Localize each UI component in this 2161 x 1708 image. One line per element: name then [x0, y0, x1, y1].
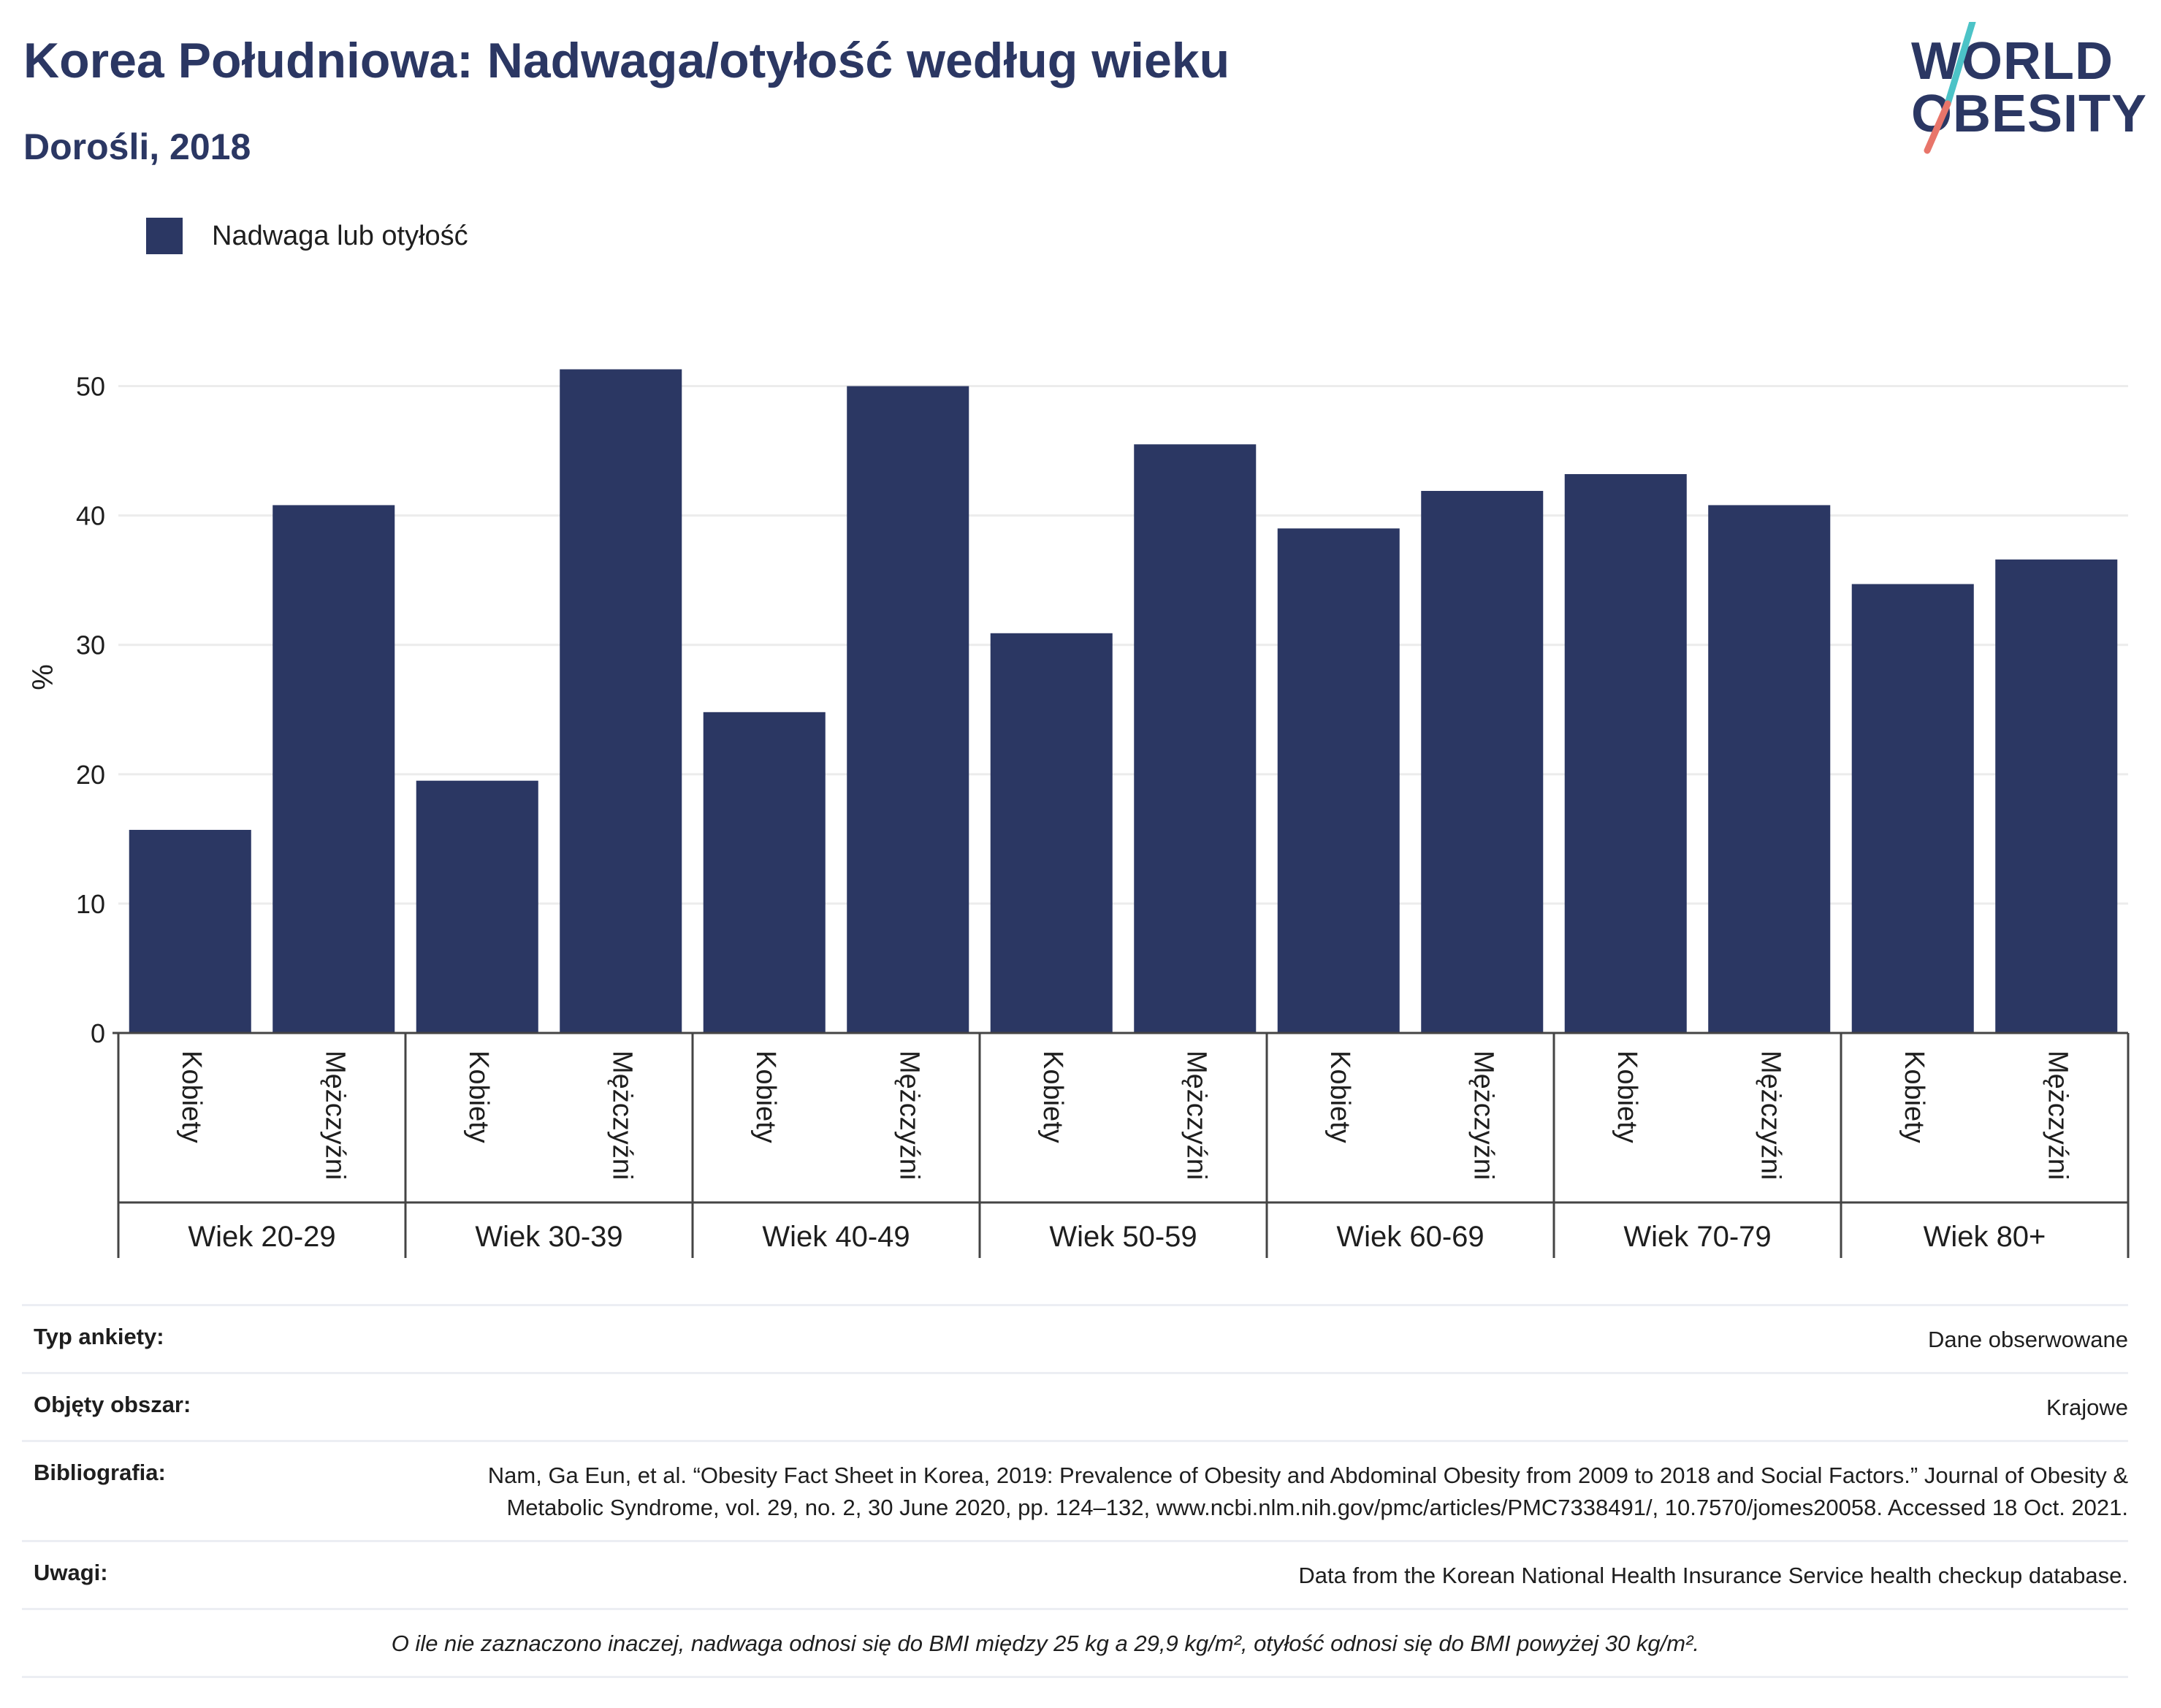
x-group-label: Wiek 60-69: [1336, 1221, 1484, 1253]
bibliography-label: Bibliografia:: [34, 1460, 166, 1485]
info-row-coverage: Objęty obszar: Krajowe: [22, 1374, 2128, 1442]
info-row-survey-type: Typ ankiety: Dane obserwowane: [22, 1306, 2128, 1374]
world-obesity-logo: WORLD OBESITY: [1911, 22, 2146, 154]
bibliography-value: Nam, Ga Eun, et al. “Obesity Fact Sheet …: [487, 1463, 2128, 1520]
bar: [847, 386, 969, 1033]
x-group-label: Wiek 70-79: [1623, 1221, 1771, 1253]
coverage-value: Krajowe: [2046, 1395, 2128, 1420]
bar: [272, 505, 395, 1033]
notes-label: Uwagi:: [34, 1560, 108, 1585]
x-subcategory-label: Kobiety: [1612, 1051, 1642, 1143]
info-row-notes: Uwagi: Data from the Korean National Hea…: [22, 1542, 2128, 1610]
bar: [1851, 584, 1974, 1033]
definition-note: O ile nie zaznaczono inaczej, nadwaga od…: [391, 1631, 1699, 1656]
x-subcategory-label: Kobiety: [176, 1051, 207, 1143]
y-tick-label: 0: [91, 1018, 105, 1048]
chart-legend: Nadwaga lub otyłość: [146, 218, 468, 254]
y-tick-label: 10: [76, 889, 105, 919]
survey-type-label: Typ ankiety:: [34, 1324, 164, 1349]
info-row-definition: O ile nie zaznaczono inaczej, nadwaga od…: [22, 1610, 2128, 1678]
x-group-label: Wiek 20-29: [188, 1221, 335, 1253]
y-tick-label: 40: [76, 501, 105, 531]
logo-word-world: WORLD: [1911, 32, 2114, 91]
x-subcategory-label: Mężczyźni: [1468, 1051, 1499, 1180]
x-subcategory-label: Mężczyźni: [1756, 1051, 1786, 1180]
y-tick-label: 30: [76, 630, 105, 660]
legend-label: Nadwaga lub otyłość: [212, 220, 468, 251]
x-subcategory-label: Mężczyźni: [894, 1051, 925, 1180]
x-subcategory-label: Mężczyźni: [2043, 1051, 2073, 1180]
bar: [560, 369, 682, 1033]
x-subcategory-label: Kobiety: [1037, 1051, 1068, 1143]
notes-value: Data from the Korean National Health Ins…: [1298, 1563, 2128, 1588]
chart-title: Korea Południowa: Nadwaga/otyłość według…: [23, 33, 1230, 88]
logo-slash-top: [1944, 22, 1976, 107]
bar-chart: 0 10 20 30 40 50% Kobiety Mężczyźni Kobiety Mężcz…: [27, 369, 2130, 1258]
x-subcategory-label: Mężczyźni: [1181, 1051, 1212, 1180]
x-group-label: Wiek 50-59: [1049, 1221, 1197, 1253]
logo-slash-bottom: [1924, 100, 1951, 154]
y-tick-label: 50: [76, 372, 105, 402]
bar: [1708, 505, 1831, 1033]
survey-type-value: Dane obserwowane: [1927, 1327, 2128, 1352]
y-axis-label: %: [27, 664, 59, 690]
x-subcategory-label: Kobiety: [1325, 1051, 1355, 1143]
legend-swatch: [146, 218, 183, 254]
y-tick-label: 20: [76, 760, 105, 790]
bar: [1564, 473, 1687, 1033]
x-subcategory-label: Mężczyźni: [320, 1051, 351, 1180]
x-group-label: Wiek 30-39: [475, 1221, 622, 1253]
coverage-label: Objęty obszar:: [34, 1392, 191, 1417]
chart-subtitle: Dorośli, 2018: [23, 126, 251, 167]
bar: [1134, 444, 1257, 1033]
bar: [129, 829, 251, 1033]
info-row-bibliography: Bibliografia: Nam, Ga Eun, et al. “Obesi…: [22, 1442, 2128, 1542]
bar: [703, 712, 826, 1033]
x-subcategory-label: Kobiety: [750, 1051, 781, 1143]
bar: [990, 633, 1113, 1033]
x-group-label: Wiek 80+: [1924, 1221, 2046, 1253]
x-subcategory-label: Kobiety: [1899, 1051, 1929, 1143]
bar: [1277, 528, 1400, 1033]
bar: [1421, 490, 1544, 1033]
bar: [1995, 559, 2118, 1033]
x-subcategory-label: Kobiety: [463, 1051, 494, 1143]
x-subcategory-label: Mężczyźni: [607, 1051, 638, 1180]
bar: [416, 780, 538, 1033]
info-table: Typ ankiety: Dane obserwowane Objęty obs…: [22, 1304, 2128, 1678]
x-group-label: Wiek 40-49: [762, 1221, 910, 1253]
